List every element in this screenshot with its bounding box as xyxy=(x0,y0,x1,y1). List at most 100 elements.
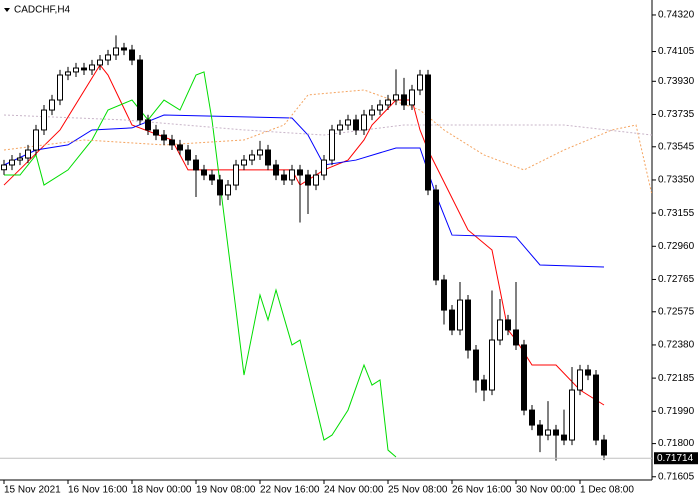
candle-body xyxy=(577,369,583,391)
candle-body xyxy=(321,159,327,176)
indicator-line xyxy=(3,89,653,196)
y-tick-label: 0.72575 xyxy=(658,306,695,317)
candle-body xyxy=(585,369,591,376)
candle-body xyxy=(305,174,311,186)
candle-body xyxy=(209,174,215,181)
y-tick-label: 0.71990 xyxy=(658,406,695,417)
candle-body xyxy=(193,159,199,171)
x-tick-label: 26 Nov 16:00 xyxy=(452,485,512,496)
candle-body xyxy=(1,164,7,171)
candle-body xyxy=(81,67,87,71)
candle-body xyxy=(353,119,359,131)
candle-body xyxy=(201,169,207,176)
candle-body xyxy=(329,129,335,161)
candle-body xyxy=(297,169,303,176)
candle-body xyxy=(225,184,231,196)
candle-body xyxy=(137,59,143,121)
candle-body xyxy=(97,59,103,66)
x-tick-label: 15 Nov 2021 xyxy=(4,485,61,496)
candle-body xyxy=(169,139,175,146)
candle-body xyxy=(529,409,535,426)
candle-body xyxy=(377,104,383,111)
symbol-menu-arrow[interactable] xyxy=(4,8,10,12)
candle-body xyxy=(241,159,247,166)
candle-body xyxy=(273,164,279,176)
candle-body xyxy=(425,74,431,191)
x-tick-label: 25 Nov 08:00 xyxy=(388,485,448,496)
candle-body xyxy=(569,389,575,441)
x-tick-label: 22 Nov 16:00 xyxy=(260,485,320,496)
candle-body xyxy=(385,99,391,106)
candle-body xyxy=(441,279,447,311)
candle-body xyxy=(289,169,295,181)
candle-body xyxy=(593,374,599,441)
candle-body xyxy=(457,299,463,331)
y-tick-label: 0.72185 xyxy=(658,373,695,384)
candle-body xyxy=(33,129,39,151)
candle-body xyxy=(449,309,455,331)
symbol-title: CADCHF,H4 xyxy=(14,5,71,16)
candle-body xyxy=(545,429,551,436)
candle-body xyxy=(337,124,343,131)
y-tick-label: 0.71605 xyxy=(658,471,695,482)
candle-body xyxy=(185,149,191,161)
candle-body xyxy=(433,189,439,281)
y-tick-label: 0.71800 xyxy=(658,438,695,449)
candle-body xyxy=(513,329,519,346)
candle-body xyxy=(73,67,79,73)
y-tick-label: 0.73155 xyxy=(658,208,695,219)
candle-body xyxy=(129,49,135,61)
y-tick-label: 0.72765 xyxy=(658,274,695,285)
candle-body xyxy=(465,299,471,351)
candle-body xyxy=(233,164,239,186)
candle-body xyxy=(57,74,63,101)
candle-body xyxy=(65,71,71,76)
candle-body xyxy=(177,144,183,151)
last-price-label: 0.71714 xyxy=(657,453,694,464)
candle-body xyxy=(393,94,399,101)
candle-body xyxy=(257,149,263,156)
candle-body xyxy=(49,99,55,111)
candle-body xyxy=(9,159,15,166)
x-tick-label: 16 Nov 16:00 xyxy=(68,485,128,496)
candle-body xyxy=(113,47,119,56)
candle-body xyxy=(489,339,495,391)
candle-body xyxy=(553,429,559,436)
candle-body xyxy=(89,64,95,71)
last-price-box xyxy=(654,452,698,465)
candle-body xyxy=(521,344,527,411)
x-tick-label: 1 Dec 08:00 xyxy=(580,485,634,496)
candle-body xyxy=(17,157,23,161)
candle-body xyxy=(313,174,319,186)
y-tick-label: 0.72380 xyxy=(658,340,695,351)
candle-body xyxy=(601,439,607,456)
candle-body xyxy=(561,434,567,441)
y-tick-label: 0.72960 xyxy=(658,241,695,252)
y-tick-label: 0.74105 xyxy=(658,46,695,57)
y-tick-label: 0.73545 xyxy=(658,141,695,152)
indicator-line xyxy=(4,71,397,458)
candle-body xyxy=(537,424,543,436)
x-tick-label: 19 Nov 08:00 xyxy=(196,485,256,496)
y-tick-label: 0.73735 xyxy=(658,109,695,120)
y-tick-label: 0.73350 xyxy=(658,175,695,186)
candle-body xyxy=(361,114,367,131)
y-tick-label: 0.73930 xyxy=(658,76,695,87)
candle-body xyxy=(153,129,159,136)
candle-body xyxy=(409,89,415,106)
candle-body xyxy=(345,119,351,126)
candle-body xyxy=(265,149,271,166)
candle-body xyxy=(217,179,223,196)
candle-body xyxy=(369,109,375,116)
candle-body xyxy=(401,94,407,106)
candle-body xyxy=(105,54,111,61)
candle-body xyxy=(481,379,487,391)
candle-body xyxy=(41,109,47,131)
y-tick-label: 0.74320 xyxy=(658,10,695,21)
candle-body xyxy=(161,134,167,141)
candle-body xyxy=(505,319,511,331)
candle-body xyxy=(145,119,151,131)
